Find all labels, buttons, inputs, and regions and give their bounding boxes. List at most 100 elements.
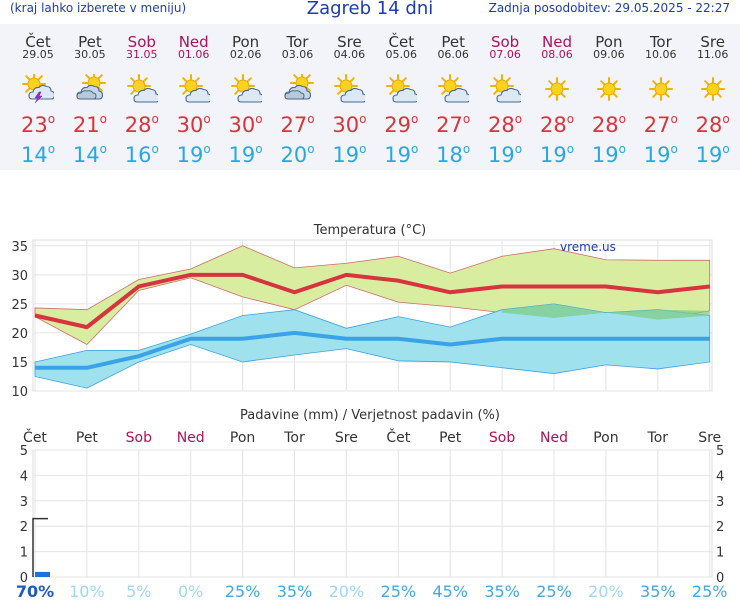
day-date: 05.06 — [385, 48, 418, 61]
x-tick-label: Sob — [489, 430, 515, 446]
x-tick-label: Čet — [23, 428, 47, 446]
precipitation-probability: 35% — [640, 582, 676, 600]
last-update: Zadnja posodobitev: 29.05.2025 - 22:27 — [488, 1, 730, 15]
day-name: Pet — [78, 33, 102, 51]
precipitation-probability: 25% — [225, 582, 261, 600]
day-name: Ned — [178, 33, 209, 51]
max-temperature: 28o — [539, 112, 575, 137]
partly-sunny-icon — [126, 74, 160, 104]
plot-area — [32, 449, 713, 578]
max-temperature: 27o — [280, 112, 315, 137]
cloudy-icon — [74, 71, 106, 104]
day-date: 09.06 — [593, 48, 625, 61]
min-temperature: 18o — [436, 142, 471, 167]
x-tick-label: Sob — [126, 430, 152, 446]
x-tick-label: Čet — [386, 428, 410, 446]
min-temperature-line — [35, 330, 710, 370]
y-tick-label: 20 — [11, 327, 28, 342]
precipitation-chart-title: Padavine (mm) / Verjetnost padavin (%) — [240, 408, 500, 423]
y-tick-label: 3 — [20, 495, 28, 510]
temperature-chart-title: Temperatura (°C) — [313, 223, 426, 238]
partly-sunny-icon — [178, 74, 212, 104]
precipitation-probability: 35% — [484, 582, 520, 600]
y-tick-label: 25 — [11, 298, 28, 313]
max-temperature: 27o — [643, 112, 678, 137]
precipitation-probability: 25% — [381, 582, 417, 600]
x-tick-label: Tor — [283, 430, 305, 446]
precipitation-probability: 20% — [588, 582, 624, 600]
precipitation-chart: Padavine (mm) / Verjetnost padavin (%) Če… — [16, 408, 728, 600]
day-date: 02.06 — [229, 48, 262, 61]
min-temperature: 19o — [384, 142, 419, 167]
max-temperature: 28o — [488, 112, 523, 137]
max-temperature: 30o — [228, 112, 263, 137]
y-tick-label: 4 — [20, 469, 28, 484]
max-temperature: 29o — [384, 112, 419, 137]
precip-marker — [32, 517, 48, 577]
location-hint[interactable]: (kraj lahko izberete v meniju) — [10, 1, 187, 15]
min-temperature: 19o — [488, 142, 523, 167]
min-temperature: 19o — [591, 142, 626, 167]
min-temperature: 19o — [228, 142, 263, 167]
precipitation-probability: 25% — [536, 582, 572, 600]
y-tick-label-right: 3 — [716, 495, 724, 510]
cloudy-icon — [282, 71, 314, 104]
day-name: Sre — [700, 33, 725, 51]
precipitation-probability: 20% — [329, 582, 365, 600]
min-temperature: 20o — [280, 142, 315, 167]
min-temperature: 19o — [176, 142, 211, 167]
partly-sunny-icon — [489, 74, 524, 104]
day-date: 06.06 — [437, 48, 469, 61]
day-date: 31.05 — [126, 48, 158, 61]
watermark: vreme.us — [560, 240, 616, 254]
x-tick-label: Sre — [335, 430, 358, 446]
y-tick-label: 1 — [20, 546, 28, 561]
day-name: Pet — [441, 33, 465, 51]
min-temperature: 19o — [695, 142, 730, 167]
day-date: 01.06 — [177, 48, 210, 61]
max-temperature: 27o — [436, 112, 471, 137]
precipitation-probability: 45% — [432, 582, 468, 600]
y-tick-label-right: 1 — [716, 546, 724, 561]
x-tick-label: Tor — [647, 430, 669, 446]
forecast-panel: Čet 29.05 23o 14o Pet 30.05 21o 14o Sob 31.05 28o 1… — [0, 24, 740, 170]
day-date: 30.05 — [74, 48, 106, 61]
precipitation-probability: 5% — [126, 582, 151, 600]
day-name: Sob — [490, 33, 520, 51]
partly-sunny-icon — [333, 74, 368, 104]
x-tick-label: Pon — [593, 430, 618, 446]
day-date: 11.06 — [696, 48, 729, 61]
day-date: 10.06 — [645, 48, 677, 61]
day-name: Čet — [388, 33, 415, 51]
max-temperature: 23o — [20, 112, 56, 137]
day-date: 03.06 — [281, 48, 314, 61]
min-temperature: 19o — [332, 142, 367, 167]
min-temperature: 19o — [643, 142, 678, 167]
thunderstorm-icon — [22, 72, 56, 104]
x-tick-label: Ned — [177, 430, 205, 446]
min-temperature-range — [34, 303, 711, 389]
y-tick-label: 0 — [20, 571, 28, 586]
x-tick-label: Sre — [698, 430, 721, 446]
max-temperature: 30o — [332, 112, 367, 137]
min-temperature: 16o — [124, 142, 159, 167]
day-name: Čet — [25, 33, 51, 51]
temperature-chart: Temperatura (°C) 10 15 20 25 30 35 vreme.us — [11, 223, 713, 398]
y-tick-label: 15 — [11, 356, 28, 371]
x-tick-label: Pon — [230, 430, 255, 446]
x-tick-label: Pet — [76, 430, 99, 446]
precipitation-probability: 10% — [69, 582, 105, 600]
max-temperature: 30o — [176, 112, 211, 137]
day-name: Pon — [231, 33, 260, 51]
partly-sunny-icon — [230, 74, 264, 104]
header-bar: (kraj lahko izberete v meniju) Zagreb 14… — [0, 0, 740, 22]
y-tick-label: 5 — [20, 444, 28, 459]
precipitation-probability: 70% — [16, 582, 54, 600]
max-temperature-line — [34, 272, 710, 330]
max-temperature: 28o — [591, 112, 626, 137]
day-name: Pon — [595, 33, 623, 51]
precipitation-probability: 0% — [178, 582, 203, 600]
x-tick-label: Ned — [540, 430, 568, 446]
y-tick-label: 35 — [11, 240, 28, 255]
sun-icon — [541, 74, 573, 104]
